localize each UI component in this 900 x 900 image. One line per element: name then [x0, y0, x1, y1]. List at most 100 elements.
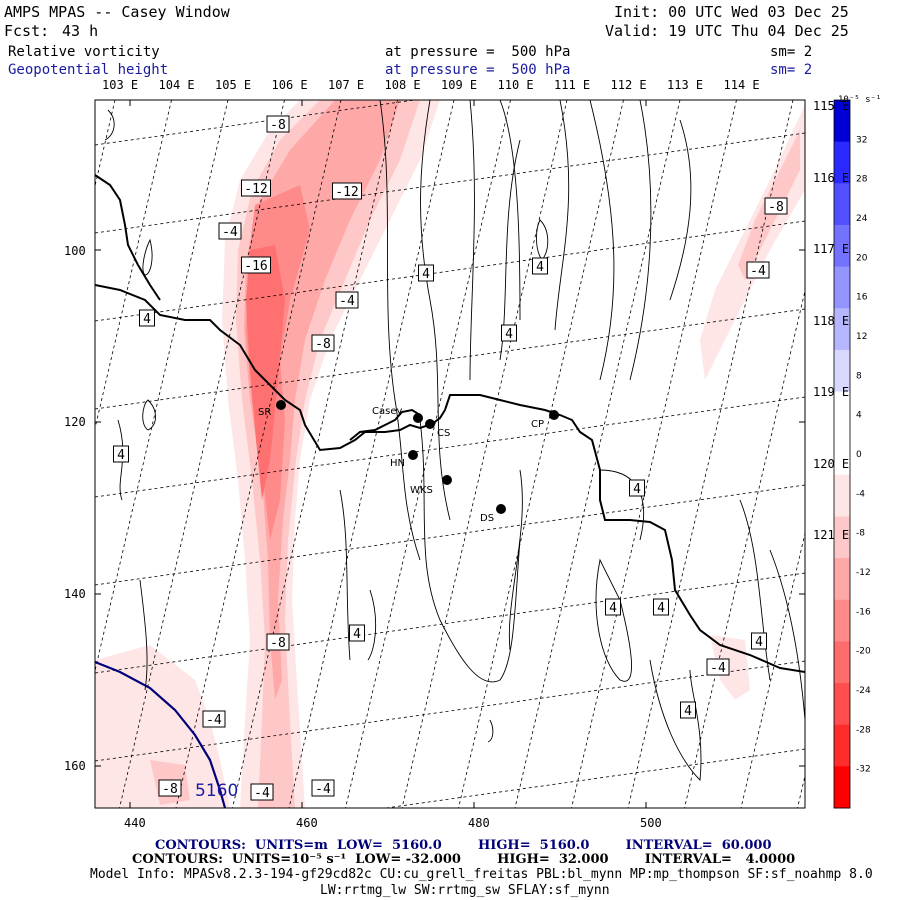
- svg-text:4: 4: [755, 635, 763, 650]
- colorbar-tick-label: -32: [856, 765, 871, 775]
- contour-label: -12: [241, 179, 271, 197]
- contour-label: -4: [335, 291, 359, 309]
- colorbar-tick-label: -28: [856, 725, 871, 735]
- top-lon-label: 110 E: [497, 78, 534, 92]
- contour-label: -8: [158, 779, 182, 797]
- station-dot: [442, 475, 452, 485]
- colorbar-tick-label: -24: [856, 686, 871, 696]
- colorbar-swatch: [834, 474, 850, 517]
- contour-label: 4: [532, 257, 548, 275]
- top-lon-label: 113 E: [667, 78, 704, 92]
- svg-text:4: 4: [536, 260, 544, 275]
- contour-label: -4: [311, 779, 335, 797]
- colorbar-tick-label: -20: [856, 647, 871, 657]
- svg-text:-4: -4: [222, 225, 238, 240]
- field1-sm: sm= 2: [770, 44, 813, 60]
- svg-text:-12: -12: [244, 182, 267, 197]
- contour-label: 4: [418, 264, 434, 282]
- colorbar-swatch: [834, 558, 850, 601]
- coastline: [95, 174, 805, 673]
- svg-text:4: 4: [117, 448, 125, 463]
- top-lon-label: 106 E: [271, 78, 308, 92]
- colorbar-swatch: [834, 183, 850, 226]
- forecast-hours: 43 h: [62, 22, 99, 40]
- right-lon-label: 120 E: [813, 456, 850, 471]
- station-label: DS: [480, 513, 494, 524]
- contour-label: 4: [605, 598, 621, 616]
- station-label: CS: [437, 428, 450, 439]
- init-time: Init: 00 UTC Wed 03 Dec 25: [614, 3, 849, 21]
- svg-text:-4: -4: [750, 264, 766, 279]
- svg-text:-4: -4: [339, 294, 355, 309]
- station-dot: [425, 419, 435, 429]
- contour-label: -16: [241, 256, 271, 274]
- colorbar-swatch: [834, 683, 850, 726]
- station-label: WKS: [410, 485, 433, 496]
- contour-label: -8: [266, 115, 290, 133]
- station-label: HN: [390, 458, 405, 469]
- graticule-lines: [95, 100, 805, 808]
- right-lon-label: 116 E: [813, 170, 850, 185]
- colorbar-swatch: [834, 433, 850, 476]
- station-dot: [496, 504, 506, 514]
- forecast-label: Fcst:: [4, 22, 50, 40]
- right-lon-label: 117 E: [813, 242, 850, 256]
- colorbar-tick-label: 20: [856, 253, 868, 263]
- contour-label: 4: [349, 624, 365, 642]
- svg-text:4: 4: [143, 312, 151, 327]
- colorbar-swatch: [834, 599, 850, 642]
- left-tick-label: 120: [64, 415, 86, 429]
- bottom-tick-label: 480: [468, 816, 490, 830]
- station-dot: [276, 400, 286, 410]
- colorbar-tick-label: 28: [856, 175, 868, 185]
- contour-labels: -8 -12 -12 -4 -16 -4 -8 -8 -4 -8 -4 -4 -8 -4 -4 4 4 4 4 4 4 4…: [113, 115, 788, 801]
- bottom-tick-label: 460: [296, 816, 318, 830]
- field2-sm: sm= 2: [770, 62, 813, 78]
- contour-label: 4: [629, 479, 645, 497]
- height-contour-label: 5160: [195, 781, 238, 801]
- svg-text:4: 4: [505, 327, 513, 342]
- colorbar-tick-label: 24: [856, 214, 868, 224]
- contour-label: -4: [202, 710, 226, 728]
- colorbar-tick-label: -4: [856, 489, 865, 499]
- svg-text:4: 4: [684, 704, 692, 719]
- station-label: CP: [531, 419, 544, 430]
- right-lon-label: 115 E: [813, 99, 850, 113]
- colorbar-tick-label: 32: [856, 135, 867, 145]
- svg-text:-8: -8: [768, 200, 784, 215]
- field1-name: Relative vorticity: [8, 44, 160, 60]
- contour-label: 4: [653, 598, 669, 616]
- top-lon-label: 109 E: [441, 78, 478, 92]
- station-label: SR: [258, 407, 271, 418]
- field1-level: at pressure = 500 hPa: [385, 44, 571, 60]
- contour-label: 4: [501, 324, 517, 342]
- top-lon-label: 114 E: [723, 78, 760, 92]
- svg-text:4: 4: [657, 601, 665, 616]
- left-tick-label: 140: [64, 587, 86, 601]
- top-lon-label: 107 E: [328, 78, 365, 92]
- bottom-tick-label: 500: [640, 816, 662, 830]
- contour-label: -8: [764, 197, 788, 215]
- station-label: Casey: [372, 406, 402, 417]
- positive-contours: [104, 100, 805, 781]
- colorbar-tick-label: -16: [856, 607, 871, 617]
- colorbar-swatch: [834, 516, 850, 559]
- top-lon-label: 104 E: [158, 78, 195, 92]
- contours-line-1: CONTOURS: UNITS=m LOW= 5160.0 HIGH= 5160…: [155, 838, 772, 853]
- vorticity-shading: [95, 100, 805, 808]
- contour-label: 4: [751, 632, 767, 650]
- station-markers: SR Casey CS HN WKS DS CP: [258, 400, 559, 524]
- field2-level: at pressure = 500 hPa: [385, 62, 571, 78]
- colorbar-tick-label: 0: [856, 450, 862, 460]
- svg-text:-4: -4: [315, 782, 331, 797]
- contours-line-2: CONTOURS: UNITS=10⁻⁵ s⁻¹ LOW= -32.000 HI…: [132, 852, 796, 867]
- contour-label: 4: [680, 701, 696, 719]
- colorbar-swatch: [834, 641, 850, 684]
- colorbar-tick-label: -12: [856, 568, 871, 578]
- contour-label: -4: [218, 222, 242, 240]
- bottom-tick-label: 440: [124, 816, 146, 830]
- svg-text:-4: -4: [254, 786, 270, 801]
- colorbar-tick-label: 12: [856, 332, 867, 342]
- top-lon-label: 111 E: [554, 78, 591, 92]
- svg-text:-8: -8: [270, 636, 286, 651]
